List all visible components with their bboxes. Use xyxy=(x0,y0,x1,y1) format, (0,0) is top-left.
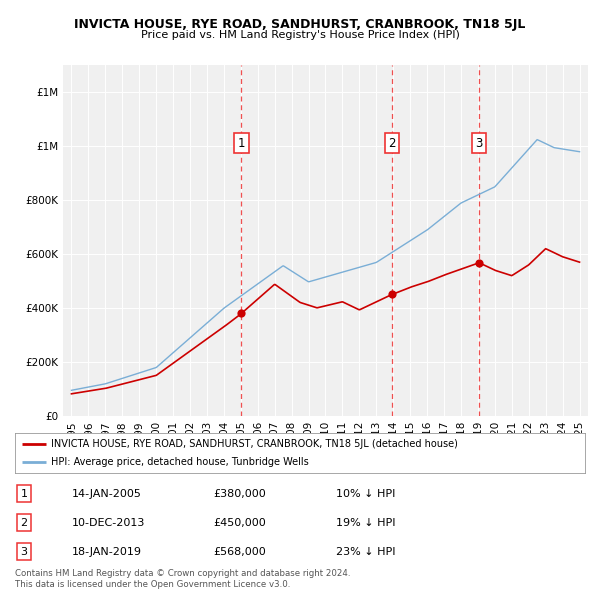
Text: Contains HM Land Registry data © Crown copyright and database right 2024.
This d: Contains HM Land Registry data © Crown c… xyxy=(15,569,350,589)
Text: £568,000: £568,000 xyxy=(213,547,266,556)
Text: 10-DEC-2013: 10-DEC-2013 xyxy=(72,518,145,527)
Text: £450,000: £450,000 xyxy=(213,518,266,527)
Text: 2: 2 xyxy=(388,137,396,150)
Text: 2: 2 xyxy=(20,518,28,527)
Text: 18-JAN-2019: 18-JAN-2019 xyxy=(72,547,142,556)
Text: 23% ↓ HPI: 23% ↓ HPI xyxy=(336,547,395,556)
Text: INVICTA HOUSE, RYE ROAD, SANDHURST, CRANBROOK, TN18 5JL (detached house): INVICTA HOUSE, RYE ROAD, SANDHURST, CRAN… xyxy=(51,439,458,449)
Text: HPI: Average price, detached house, Tunbridge Wells: HPI: Average price, detached house, Tunb… xyxy=(51,457,308,467)
Text: Price paid vs. HM Land Registry's House Price Index (HPI): Price paid vs. HM Land Registry's House … xyxy=(140,30,460,40)
Point xyxy=(236,309,246,318)
Point xyxy=(474,258,484,267)
Text: 19% ↓ HPI: 19% ↓ HPI xyxy=(336,518,395,527)
Text: 1: 1 xyxy=(238,137,245,150)
Text: 3: 3 xyxy=(20,547,28,556)
Text: 14-JAN-2005: 14-JAN-2005 xyxy=(72,489,142,499)
Text: 1: 1 xyxy=(20,489,28,499)
Text: INVICTA HOUSE, RYE ROAD, SANDHURST, CRANBROOK, TN18 5JL: INVICTA HOUSE, RYE ROAD, SANDHURST, CRAN… xyxy=(74,18,526,31)
Text: 10% ↓ HPI: 10% ↓ HPI xyxy=(336,489,395,499)
Point xyxy=(388,290,397,299)
Text: 3: 3 xyxy=(475,137,482,150)
Text: £380,000: £380,000 xyxy=(213,489,266,499)
